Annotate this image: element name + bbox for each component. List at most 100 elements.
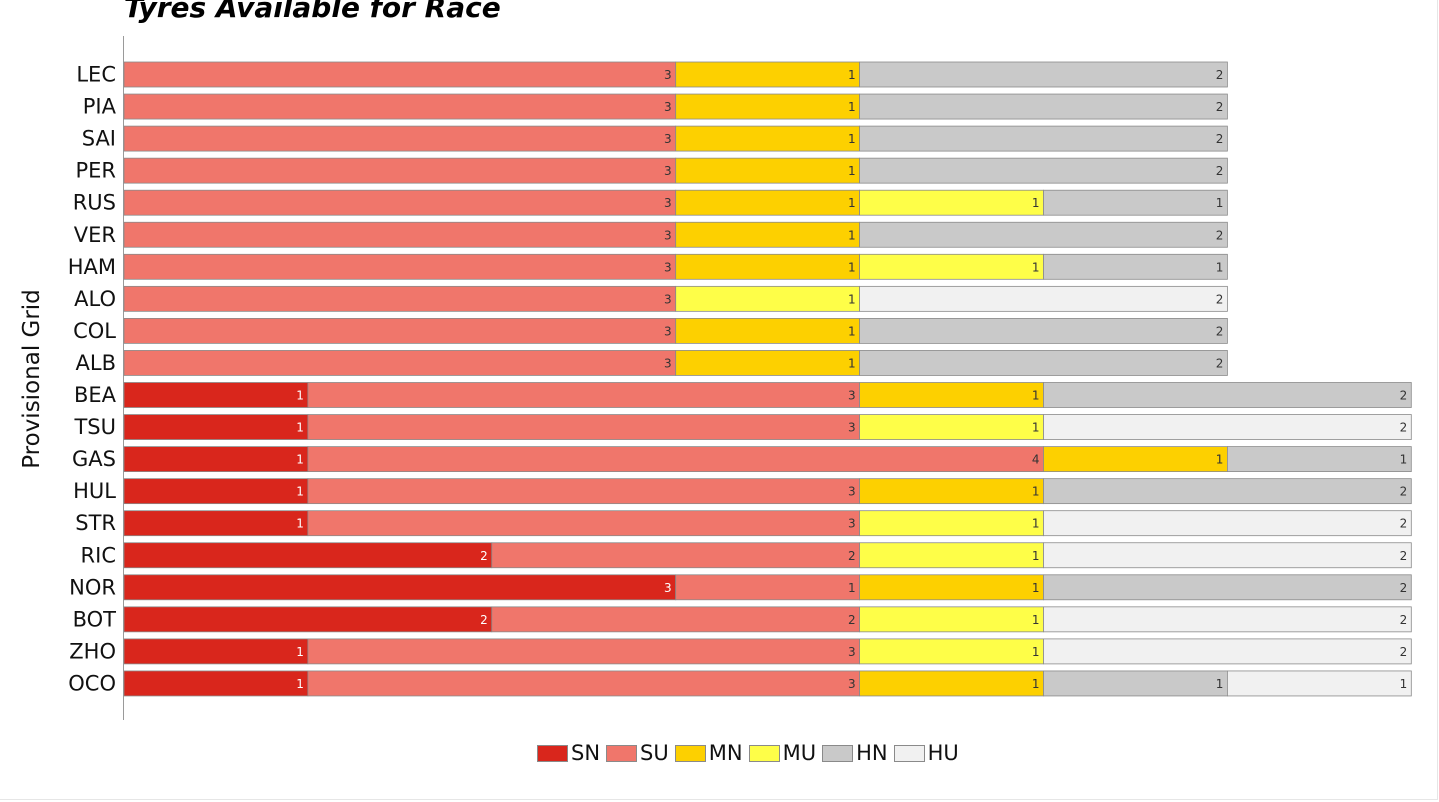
legend-swatch-su (606, 744, 638, 762)
bar-value-label-nor-su: 1 (848, 581, 856, 595)
bar-bea-su (307, 382, 861, 408)
bar-value-label-gas-sn: 1 (296, 453, 304, 467)
bar-alo-hu (859, 285, 1228, 312)
legend-item-hn: HN (822, 741, 888, 765)
y-tick-label-gas: GAS (72, 447, 116, 471)
bar-gas-mn (1043, 446, 1228, 473)
bar-value-label-hul-su: 3 (848, 485, 856, 499)
bar-rus-hn (1043, 189, 1228, 216)
y-tick-label-ver: VER (74, 223, 116, 247)
bar-value-label-nor-sn: 3 (664, 581, 672, 595)
bar-bot-su (491, 606, 860, 633)
bar-value-label-zho-su: 3 (848, 645, 856, 659)
legend-item-hu: HU (893, 741, 959, 765)
bar-zho-hu (1043, 638, 1412, 665)
y-tick-label-str: STR (75, 511, 116, 535)
bar-value-label-lec-hn: 2 (1216, 68, 1224, 82)
bar-value-label-hul-sn: 1 (296, 485, 304, 499)
y-tick-label-zho: ZHO (69, 639, 116, 663)
bar-str-hu (1043, 510, 1412, 537)
bar-hul-su (307, 478, 861, 505)
bar-sai-mn (675, 125, 861, 152)
legend-swatch-sn (537, 744, 568, 762)
bar-value-label-oco-hn: 1 (1216, 677, 1224, 691)
bar-tsu-mu (859, 414, 1044, 440)
bar-zho-su (307, 638, 861, 665)
bar-value-label-str-mu: 1 (1032, 517, 1040, 531)
bar-ric-su (491, 542, 860, 569)
bar-ric-hu (1043, 542, 1412, 569)
bar-rus-su (123, 189, 677, 216)
bar-value-label-alo-mu: 1 (848, 292, 856, 306)
bar-value-label-bot-su: 2 (848, 613, 856, 627)
bar-value-label-zho-mu: 1 (1032, 645, 1040, 659)
bar-value-label-lec-mn: 1 (848, 68, 856, 82)
bar-value-label-alb-su: 3 (664, 356, 672, 370)
y-tick-label-bea: BEA (74, 383, 117, 407)
legend-label-hn: HN (856, 741, 888, 765)
bar-ric-sn (123, 542, 493, 569)
legend-label-su: SU (640, 741, 669, 765)
bar-value-label-col-mn: 1 (848, 324, 856, 338)
bar-nor-su (675, 574, 861, 601)
bar-col-hn (859, 317, 1228, 344)
legend-label-mn: MN (708, 741, 743, 765)
bar-nor-sn (123, 574, 677, 601)
bar-value-label-col-hn: 2 (1216, 324, 1224, 338)
bar-str-su (307, 510, 861, 537)
y-tick-label-pia: PIA (83, 95, 117, 119)
bar-value-label-bea-hn: 2 (1400, 389, 1408, 403)
legend-item-su: SU (606, 741, 669, 765)
bar-gas-sn (123, 446, 309, 473)
bar-nor-hn (1043, 574, 1412, 601)
bar-value-label-sai-su: 3 (664, 132, 672, 146)
bar-gas-su (307, 446, 1044, 473)
bar-rus-mu (859, 189, 1044, 216)
y-tick-label-col: COL (73, 319, 116, 343)
y-tick-label-sai: SAI (82, 127, 116, 151)
bar-value-label-ric-mu: 1 (1032, 549, 1040, 563)
bar-value-label-ver-mn: 1 (848, 228, 856, 242)
bar-value-label-per-mn: 1 (848, 164, 856, 178)
bar-zho-sn (123, 638, 309, 665)
legend-swatch-mn (674, 744, 706, 762)
bar-hul-mn (859, 478, 1044, 505)
bar-value-label-oco-mn: 1 (1032, 677, 1040, 691)
bar-value-label-alb-mn: 1 (848, 356, 856, 370)
bar-value-label-bot-sn: 2 (480, 613, 488, 627)
legend-item-mu: MU (748, 741, 816, 765)
bar-value-label-bea-sn: 1 (296, 389, 304, 403)
bar-value-label-gas-mn: 1 (1216, 453, 1224, 467)
bar-value-label-pia-su: 3 (664, 100, 672, 114)
bar-alo-mu (675, 285, 861, 312)
y-tick-label-alo: ALO (74, 287, 116, 311)
bar-value-label-bot-mu: 1 (1032, 613, 1040, 627)
bar-per-mn (675, 157, 861, 184)
bar-bot-mu (859, 606, 1044, 633)
bar-lec-hn (859, 61, 1228, 88)
bar-ver-hn (859, 221, 1228, 248)
bar-value-label-rus-su: 3 (664, 196, 672, 210)
bar-value-label-zho-hu: 2 (1400, 645, 1408, 659)
bar-value-label-tsu-sn: 1 (296, 421, 304, 435)
bar-value-label-gas-su: 4 (1032, 453, 1040, 467)
bar-value-label-ham-hn: 1 (1216, 260, 1224, 274)
bar-value-label-tsu-mu: 1 (1032, 421, 1040, 435)
bar-hul-sn (123, 478, 309, 505)
bar-value-label-ric-sn: 2 (480, 549, 488, 563)
bar-per-hn (859, 157, 1228, 184)
bar-ver-su (123, 221, 677, 248)
y-tick-label-hul: HUL (73, 479, 116, 503)
bar-oco-hn (1043, 670, 1228, 697)
y-tick-label-oco: OCO (68, 671, 116, 695)
bar-value-label-oco-hu: 1 (1400, 677, 1408, 691)
bar-nor-mn (859, 574, 1044, 601)
bar-value-label-per-su: 3 (664, 164, 672, 178)
bar-ham-su (123, 253, 677, 280)
bar-value-label-tsu-hu: 2 (1400, 421, 1408, 435)
bar-value-label-gas-hn: 1 (1400, 453, 1408, 467)
bar-lec-su (123, 61, 677, 88)
bar-value-label-tsu-su: 3 (848, 421, 856, 435)
y-tick-label-alb: ALB (76, 351, 116, 375)
bar-bot-sn (123, 606, 493, 633)
